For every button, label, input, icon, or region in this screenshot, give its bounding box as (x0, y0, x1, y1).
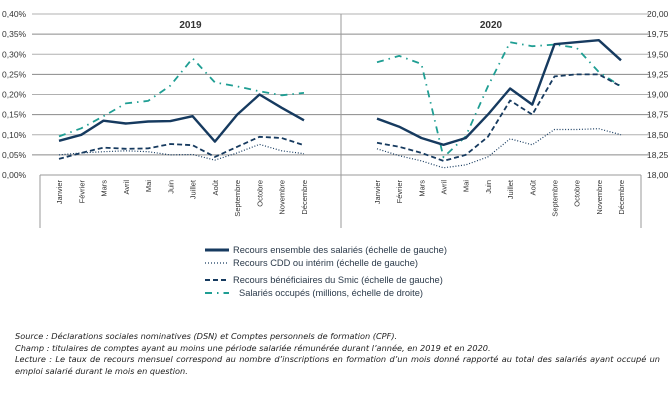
right-tick-label: 18,75 (647, 110, 669, 120)
legend-label: Recours bénéficiaires du Smic (échelle d… (233, 274, 443, 285)
right-tick-label: 19,75 (647, 29, 669, 39)
month-tick-label: Mars (100, 180, 109, 197)
month-tick-label: Janvier (55, 180, 64, 205)
series-line-solid-2020 (376, 39, 622, 147)
legend-item-cdd: Recours CDD ou intérim (échelle de gauch… (205, 256, 447, 269)
series-line-dotted-2019 (58, 143, 305, 161)
month-tick-label: Août (211, 179, 220, 195)
month-tick-label: Juillet (506, 179, 515, 199)
month-tick-label: Juillet (189, 179, 198, 199)
month-tick-label: Janvier (373, 180, 382, 205)
panel-titles: 2019 2020 (179, 20, 502, 31)
month-tick-label: Décembre (617, 180, 626, 215)
right-tick-label: 19,00 (647, 90, 669, 100)
panel-year-title: 2019 (179, 20, 202, 31)
panel-year-title: 2020 (480, 20, 503, 31)
right-axis: 18,00 18,25 18,50 18,75 19,00 19,25 19,50 19,75… (647, 9, 669, 180)
left-tick-label: 0,25% (2, 69, 27, 79)
month-tick-label: Octobre (573, 180, 582, 207)
right-tick-label: 19,25 (647, 69, 669, 79)
month-tick-label: Juin (166, 180, 175, 194)
month-tick-label: Novembre (595, 180, 604, 215)
right-tick-label: 18,25 (647, 150, 669, 160)
line-chart: 0,00% 0,05% 0,10% 0,15% 0,20% 0,25% 0,30% 0,35%… (2, 9, 669, 228)
series-line-dashed-2019 (58, 135, 305, 160)
month-tick-label: Février (395, 180, 404, 204)
lecture-note: Lecture : Le taux de recours mensuel cor… (15, 354, 660, 376)
right-tick-label: 18,00 (647, 170, 669, 180)
series-lines (58, 39, 622, 169)
month-tick-label: Décembre (300, 180, 309, 215)
legend-label: Salariés occupés (millions, échelle de d… (239, 287, 423, 298)
champ-note: Champ : titulaires de comptes ayant au m… (15, 342, 491, 353)
legend-item-ensemble: Recours ensemble des salariés (échelle d… (205, 243, 447, 256)
month-tick-label: Mai (144, 180, 153, 192)
solid-line-swatch-icon (205, 248, 229, 251)
dashed-line-swatch-icon (205, 278, 229, 281)
series-line-dashed-2020 (376, 73, 622, 162)
right-tick-label: 20,00 (647, 9, 669, 19)
legend-item-smic: Recours bénéficiaires du Smic (échelle d… (205, 273, 447, 286)
month-tick-label: Novembre (278, 180, 287, 215)
left-tick-label: 0,00% (2, 170, 27, 180)
month-tick-label: Octobre (255, 180, 264, 207)
legend: Recours ensemble des salariés (échelle d… (205, 243, 447, 299)
left-tick-label: 0,15% (2, 110, 27, 120)
dash-dot-line-swatch-icon (205, 291, 229, 294)
dotted-line-swatch-icon (205, 261, 229, 264)
legend-label: Recours CDD ou intérim (échelle de gauch… (233, 257, 418, 268)
month-tick-label: Juin (484, 180, 493, 194)
series-line-dash-dot-2019 (58, 57, 305, 138)
left-axis: 0,00% 0,05% 0,10% 0,15% 0,20% 0,25% 0,30% 0,35%… (2, 9, 27, 180)
month-tick-label: Avril (440, 180, 449, 195)
month-tick-label: Septembre (233, 180, 242, 217)
left-tick-label: 0,20% (2, 90, 27, 100)
month-tick-label: Mars (417, 180, 426, 197)
left-tick-label: 0,35% (2, 29, 27, 39)
right-tick-label: 19,50 (647, 49, 669, 59)
x-axis-months: Janvier Février Mars Avril Mai Juin Juillet Aoû… (55, 179, 626, 217)
source-note: Source : Déclarations sociales nominativ… (15, 331, 398, 341)
left-tick-label: 0,05% (2, 150, 27, 160)
left-tick-label: 0,30% (2, 49, 27, 59)
series-line-dash-dot-2020 (376, 41, 622, 159)
month-tick-label: Février (77, 180, 86, 204)
plot-frame (39, 14, 642, 228)
series-line-dotted-2020 (376, 128, 622, 169)
legend-item-salaries: Salariés occupés (millions, échelle de d… (205, 286, 447, 299)
month-tick-label: Septembre (550, 180, 559, 217)
right-tick-label: 18,50 (647, 130, 669, 140)
series-line-solid-2019 (58, 93, 305, 143)
chart-notes: Source : Déclarations sociales nominativ… (15, 331, 660, 377)
month-tick-label: Mai (462, 180, 471, 192)
left-tick-label: 0,10% (2, 130, 27, 140)
month-tick-label: Avril (122, 180, 131, 195)
legend-label: Recours ensemble des salariés (échelle d… (233, 244, 447, 255)
left-tick-label: 0,40% (2, 9, 27, 19)
month-tick-label: Août (528, 179, 537, 195)
